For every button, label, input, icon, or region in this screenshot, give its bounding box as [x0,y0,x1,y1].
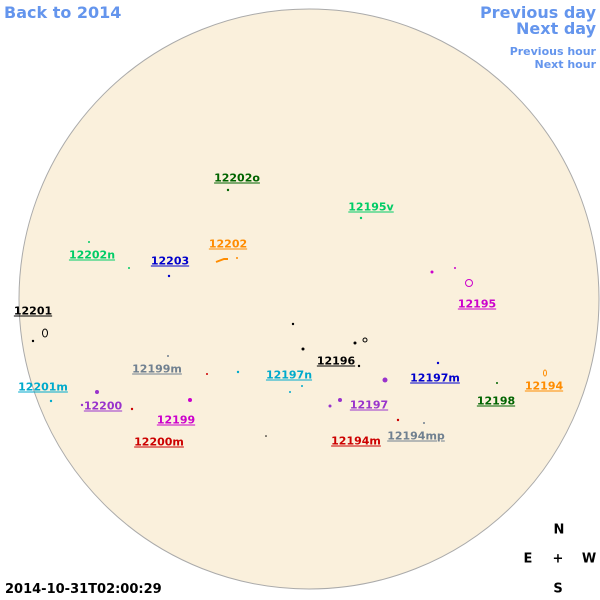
compass-south: S [553,581,563,597]
region-label: 12200 [83,399,123,413]
region-label: 12202n [68,248,116,262]
compass-west: W [581,551,597,567]
region-label: 12199 [156,413,196,427]
region-label: 12196 [316,354,356,368]
region-label: 12200m [134,435,184,449]
back-link[interactable]: Back to 2014 [4,3,122,22]
sun-disk [18,8,600,590]
region-label: 12201m [18,380,68,394]
region-label: 12201 [13,304,53,318]
timestamp: 2014-10-31T02:00:29 [5,582,162,597]
region-label: 12203 [150,254,190,268]
region-label: 12194mp [387,429,445,443]
region-label: 12197m [410,371,460,385]
region-label: 12199m [132,362,182,376]
compass-north: N [553,522,565,538]
region-label: 12197 [349,398,389,412]
region-label: 12194 [524,379,564,393]
previous-day-link[interactable]: Previous day [479,3,596,22]
region-label: 12198 [476,394,516,408]
region-label: 12202o [214,171,260,185]
compass-east: E [523,551,533,567]
compass-center: + [552,551,564,567]
region-label: 12195 [457,297,497,311]
sunspots [31,188,547,437]
region-label: 12197n [265,368,313,382]
previous-hour-link[interactable]: Previous hour [509,45,596,58]
region-label: 12202 [208,237,248,251]
next-hour-link[interactable]: Next hour [534,58,597,71]
region-label: 12194m [331,434,381,448]
region-label: 12195v [348,200,394,214]
next-day-link[interactable]: Next day [516,19,596,38]
